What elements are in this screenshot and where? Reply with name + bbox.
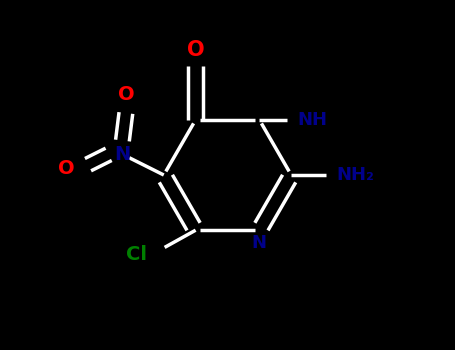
Text: Cl: Cl [126,245,147,264]
Text: O: O [58,159,74,177]
Text: NH: NH [297,111,327,129]
Text: NH₂: NH₂ [336,166,374,184]
Text: O: O [117,85,134,104]
Text: N: N [114,145,131,164]
Text: O: O [187,40,204,60]
Text: N: N [252,234,267,252]
